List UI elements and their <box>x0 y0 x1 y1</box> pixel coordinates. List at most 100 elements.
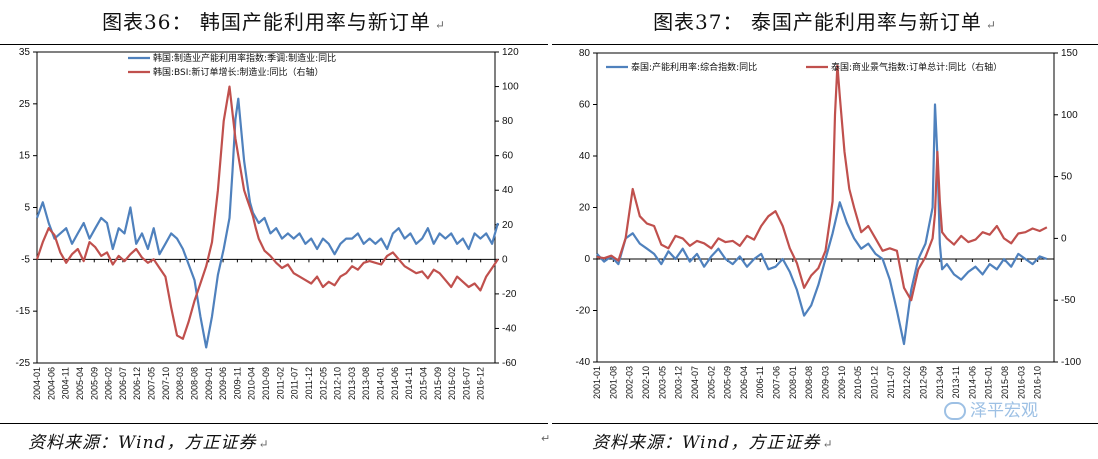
x-tick-label: 2002-03 <box>625 366 635 399</box>
x-tick-label: 2002-10 <box>641 366 651 399</box>
wechat-icon <box>944 402 966 420</box>
y-left-tick-label: 25 <box>19 99 31 110</box>
x-tick-label: 2006-02 <box>104 367 114 400</box>
y-right-tick-label: 0 <box>1061 233 1067 244</box>
figure-title: 图表36： 韩国产能利用率与新订单 ↵ <box>0 6 548 35</box>
x-tick-label: 2001-01 <box>592 366 602 399</box>
paragraph-mark: ↵ <box>541 432 551 445</box>
y-right-tick-label: -20 <box>502 289 517 300</box>
source-note: 资料来源：Wind，方正证券 ↵ <box>592 428 834 453</box>
y-right-tick-label: 0 <box>502 254 508 265</box>
legend-label: 韩国:BSI:新订单增长:制造业:同比（右轴） <box>153 66 324 78</box>
series-line <box>35 97 499 349</box>
y-right-tick-label: -40 <box>502 323 517 334</box>
x-tick-label: 2007-06 <box>772 366 782 399</box>
x-tick-label: 2004-01 <box>32 367 42 400</box>
x-tick-label: 2010-09 <box>261 367 271 400</box>
y-left-tick-label: 80 <box>579 48 591 59</box>
y-right-tick-label: 80 <box>502 116 514 127</box>
x-tick-label: 2016-02 <box>447 367 457 400</box>
paragraph-mark: ↵ <box>258 437 270 451</box>
y-right-tick-label: -60 <box>502 358 517 369</box>
source-note: 资料来源：Wind，方正证券 ↵ <box>28 428 270 453</box>
x-tick-label: 2016-10 <box>1033 366 1043 399</box>
y-right-tick-label: 20 <box>502 220 514 231</box>
x-tick-label: 2009-10 <box>837 366 847 399</box>
series-line <box>596 103 1048 346</box>
y-left-tick-label: 0 <box>584 254 590 265</box>
source-text: 资料来源：Wind，方正证券 <box>28 433 257 453</box>
plot-area <box>596 52 1055 363</box>
x-tick-label: 2001-08 <box>608 366 618 399</box>
chart-thailand: -40 -20 0 20 40 60 80 -100 -50 0 50 100 150 2001-01 20… <box>576 48 1082 399</box>
y-right-tick-label: 40 <box>502 185 514 196</box>
y-left-tick-label: -40 <box>576 357 591 368</box>
y-left-tick-label: 20 <box>579 203 591 214</box>
x-tick-label: 2014-06 <box>390 367 400 400</box>
y-left-tick-label: 60 <box>579 100 591 111</box>
series-line <box>596 64 1048 302</box>
x-tick-label: 2013-08 <box>361 367 371 400</box>
x-tick-label: 2013-04 <box>935 366 945 399</box>
y-right-tick-label: -50 <box>1061 295 1076 306</box>
legend-label: 泰国:商业景气指数:订单总计:同比（右轴） <box>831 61 1002 73</box>
x-tick-label: 2010-05 <box>853 366 863 399</box>
chart-frame <box>552 44 1098 424</box>
y-left-tick-label: -20 <box>576 306 591 317</box>
x-tick-label: 2008-03 <box>175 367 185 400</box>
y-right-tick-label: -100 <box>1061 357 1081 368</box>
legend-label: 韩国:制造业产能利用率指数:季调:制造业:同比 <box>153 52 336 64</box>
y-left-tick-label: 35 <box>19 47 31 58</box>
x-tick-label: 2015-08 <box>1000 366 1010 399</box>
x-tick-label: 2008-01 <box>788 366 798 399</box>
x-tick-label: 2005-09 <box>89 367 99 400</box>
x-tick-label: 2006-11 <box>755 366 765 398</box>
x-tick-label: 2005-09 <box>723 366 733 399</box>
x-tick-label: 2014-11 <box>404 367 414 399</box>
paragraph-mark: ↵ <box>985 18 997 32</box>
x-tick-label: 2007-05 <box>147 367 157 400</box>
x-tick-label: 2011-07 <box>886 366 896 398</box>
panel-korea: 图表36： 韩国产能利用率与新订单 ↵ -25 -15 -5 5 15 25 35 -60 -40… <box>0 0 548 459</box>
x-tick-label: 2006-12 <box>132 367 142 400</box>
x-tick-label: 2003-12 <box>674 366 684 399</box>
x-tick-label: 2010-12 <box>869 366 879 399</box>
x-tick-label: 2004-07 <box>690 366 700 399</box>
x-tick-label: 2011-07 <box>290 367 300 399</box>
panel-thailand: 图表37： 泰国产能利用率与新订单 ↵ -40 -20 0 20 40 60 80 -100 -5… <box>552 0 1098 459</box>
chart-frame <box>0 44 548 424</box>
y-left-tick-label: -5 <box>21 254 30 265</box>
x-tick-label: 2013-11 <box>951 366 961 398</box>
x-tick-label: 2011-02 <box>275 367 285 399</box>
figure-title: 图表37： 泰国产能利用率与新订单 ↵ <box>552 6 1098 35</box>
figure-title-text: 图表37： 泰国产能利用率与新订单 <box>653 10 982 34</box>
x-tick-label: 2009-11 <box>232 367 242 399</box>
series-line <box>35 85 499 340</box>
x-tick-label: 2011-12 <box>304 367 314 399</box>
y-left-tick-label: 5 <box>24 203 30 214</box>
x-tick-label: 2014-06 <box>967 366 977 399</box>
x-tick-label: 2015-09 <box>433 367 443 400</box>
x-tick-label: 2008-08 <box>189 367 199 400</box>
x-tick-label: 2016-07 <box>461 367 471 400</box>
x-tick-label: 2004-11 <box>61 367 71 399</box>
x-tick-label: 2012-10 <box>333 367 343 400</box>
paragraph-mark: ↵ <box>822 437 834 451</box>
x-tick-label: 2007-10 <box>161 367 171 400</box>
x-tick-label: 2012-05 <box>318 367 328 400</box>
y-right-tick-label: 150 <box>1061 48 1078 59</box>
x-tick-label: 2009-03 <box>821 366 831 399</box>
x-tick-label: 2013-03 <box>347 367 357 400</box>
x-tick-label: 2015-04 <box>418 367 428 400</box>
x-tick-label: 2004-06 <box>46 367 56 400</box>
paragraph-mark: ↵ <box>434 18 446 32</box>
chart-korea: -25 -15 -5 5 15 25 35 -60 -40 -20 0 20 40 60 80 100 120 2… <box>16 47 520 400</box>
x-tick-label: 2005-02 <box>706 366 716 399</box>
x-tick-label: 2016-12 <box>476 367 486 400</box>
plot-area <box>36 51 496 364</box>
x-tick-label: 2009-06 <box>218 367 228 400</box>
x-tick-label: 2010-04 <box>247 367 257 400</box>
source-text: 资料来源：Wind，方正证券 <box>592 433 821 453</box>
y-right-tick-label: 100 <box>1061 110 1078 121</box>
figure-title-text: 图表36： 韩国产能利用率与新订单 <box>102 10 431 34</box>
